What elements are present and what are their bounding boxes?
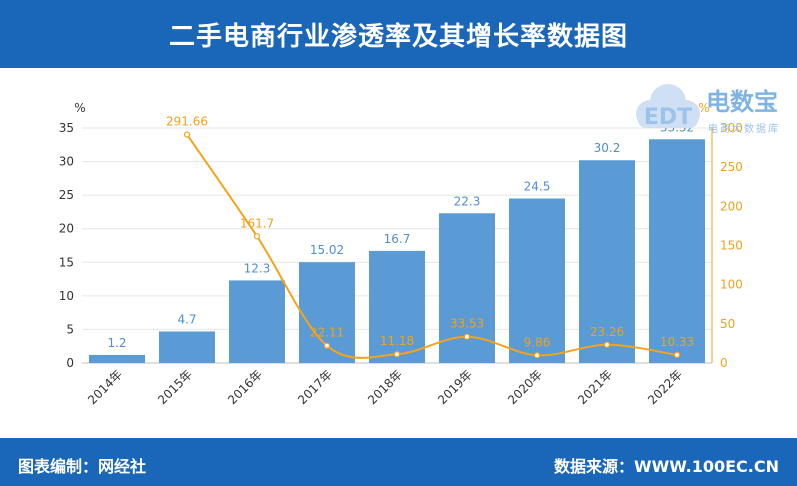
- bar-value-label: 1.2: [107, 336, 126, 350]
- bar: [649, 139, 705, 363]
- footer-compiler: 图表编制：网经社: [18, 457, 147, 476]
- bar-value-label: 15.02: [310, 243, 344, 257]
- y-tick-label: 25: [59, 188, 74, 202]
- bar: [369, 250, 425, 363]
- bar-value-label: 12.3: [244, 261, 271, 275]
- line-value-label: 33.53: [450, 317, 484, 331]
- x-tick-label: 2020年: [505, 367, 545, 407]
- x-tick-label: 2021年: [575, 367, 615, 407]
- y2-tick-label: 100: [720, 278, 743, 292]
- bar: [89, 354, 145, 363]
- y2-tick-label: 200: [720, 199, 743, 213]
- footer-bar: 图表编制：网经社 数据来源：WWW.100EC.CN: [0, 438, 797, 486]
- bar: [229, 280, 285, 363]
- line-point: [673, 351, 681, 359]
- line-point: [603, 341, 611, 348]
- bar-value-label: 30.2: [594, 141, 621, 155]
- y2-tick-label: 250: [720, 160, 743, 174]
- x-tick-label: 2016年: [225, 367, 265, 407]
- x-tick-label: 2018年: [365, 367, 405, 407]
- y-tick-label: 30: [59, 155, 74, 169]
- x-tick-label: 2015年: [155, 367, 195, 407]
- dianshubao-logo: EDT 电数宝 电商大数据库: [636, 84, 780, 135]
- line-value-label: 23.26: [590, 325, 624, 339]
- x-tick-label: 2019年: [435, 367, 475, 407]
- line-value-label: 10.33: [660, 335, 694, 349]
- logo-sub: 电商大数据库: [708, 122, 780, 135]
- y-tick-label: 20: [59, 222, 74, 236]
- line-point: [183, 131, 191, 138]
- page-title: 二手电商行业渗透率及其增长率数据图: [168, 21, 628, 52]
- x-tick-label: 2014年: [85, 367, 125, 407]
- cloud-icon: [636, 84, 700, 128]
- bar: [159, 331, 215, 363]
- y-tick-label: 0: [66, 356, 74, 370]
- bar-value-label: 24.5: [524, 180, 551, 194]
- line-point: [463, 333, 471, 340]
- footer-source: 数据来源：WWW.100EC.CN: [553, 457, 779, 476]
- y2-tick-label: 50: [720, 317, 735, 331]
- x-tick-label: 2022年: [645, 367, 685, 407]
- y2-tick-label: 0: [720, 356, 728, 370]
- y-tick-label: 15: [59, 255, 74, 269]
- line-point: [323, 342, 331, 349]
- line-value-label: 22.11: [310, 326, 344, 340]
- line-value-label: 9.86: [524, 335, 551, 349]
- bar: [509, 198, 565, 363]
- y2-tick-label: 300: [720, 121, 743, 135]
- y2-tick-label: 150: [720, 239, 743, 253]
- header-bar: 二手电商行业渗透率及其增长率数据图: [0, 0, 797, 68]
- line-point: [393, 351, 401, 358]
- bar-value-label: 4.7: [177, 312, 196, 326]
- logo-mark: EDT: [644, 105, 692, 130]
- y-tick-label: 35: [59, 121, 74, 135]
- line-point: [253, 233, 261, 240]
- bar-value-label: 22.3: [454, 194, 481, 208]
- bar-value-label: 16.7: [384, 232, 411, 246]
- y-axis-unit: %: [74, 101, 85, 115]
- line-value-label: 11.18: [380, 334, 414, 348]
- y-tick-label: 5: [66, 322, 74, 336]
- x-tick-label: 2017年: [295, 367, 335, 407]
- line-point: [533, 352, 541, 359]
- y-tick-label: 10: [59, 289, 74, 303]
- y2-axis-unit: %: [698, 101, 709, 115]
- combo-chart: 0 5 10 15 20 25 30 35 0 50 100 150 200 250 300% % 1.2 4.7…: [59, 101, 743, 407]
- bar: [579, 160, 635, 363]
- line-value-label: 161.7: [240, 216, 274, 230]
- line-value-label: 291.66: [166, 115, 208, 129]
- logo-name: 电数宝: [706, 88, 778, 116]
